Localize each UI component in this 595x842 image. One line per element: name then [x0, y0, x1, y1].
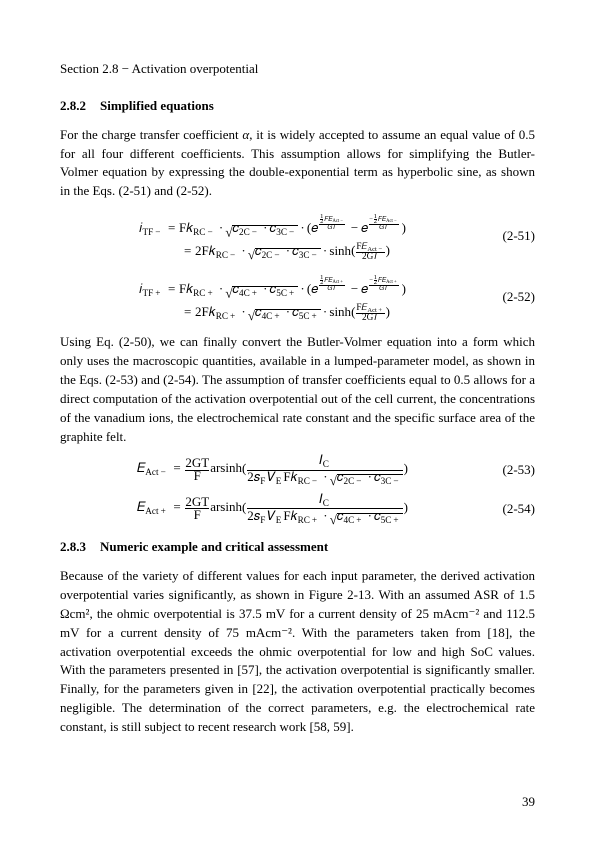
equation-2-52: iTF+ = FkRC+ · c4C+·c5C+ · ( e 12FEAct+ … [60, 272, 535, 323]
equation-body: EAct− = 2GTF arsinh ( IC 2sFVEFkRC−·c2C−… [60, 456, 485, 485]
equation-body: iTF+ = FkRC+ · c4C+·c5C+ · ( e 12FEAct+ … [60, 272, 485, 323]
equation-body: EAct+ = 2GTF arsinh ( IC 2sFVEFkRC+·c4C+… [60, 495, 485, 524]
paragraph-282-1: For the charge transfer coefficient α, i… [60, 126, 535, 201]
subsection-title: Numeric example and critical assessment [100, 539, 328, 554]
equation-number: (2-51) [485, 227, 535, 246]
subsection-number: 2.8.3 [60, 538, 86, 557]
equation-2-53: EAct− = 2GTF arsinh ( IC 2sFVEFkRC−·c2C−… [60, 456, 535, 485]
equation-2-51: iTF− = FkRC− · c2C−·c3C− · ( e 12FEAct− … [60, 211, 535, 262]
equation-body: iTF− = FkRC− · c2C−·c3C− · ( e 12FEAct− … [60, 211, 485, 262]
para-fragment: For the charge transfer coefficient [60, 127, 242, 142]
subsection-283-heading: 2.8.3 Numeric example and critical assess… [60, 538, 535, 557]
paragraph-283-1: Because of the variety of different valu… [60, 567, 535, 737]
subsection-title: Simplified equations [100, 98, 214, 113]
equation-2-54: EAct+ = 2GTF arsinh ( IC 2sFVEFkRC+·c4C+… [60, 495, 535, 524]
equation-number: (2-53) [485, 461, 535, 480]
equation-number: (2-54) [485, 500, 535, 519]
page-number: 39 [522, 793, 535, 812]
section-header: Section 2.8 − Activation overpotential [60, 60, 535, 79]
subsection-282-heading: 2.8.2 Simplified equations [60, 97, 535, 116]
subsection-number: 2.8.2 [60, 97, 86, 116]
equation-number: (2-52) [485, 288, 535, 307]
paragraph-282-2: Using Eq. (2-50), we can finally convert… [60, 333, 535, 446]
